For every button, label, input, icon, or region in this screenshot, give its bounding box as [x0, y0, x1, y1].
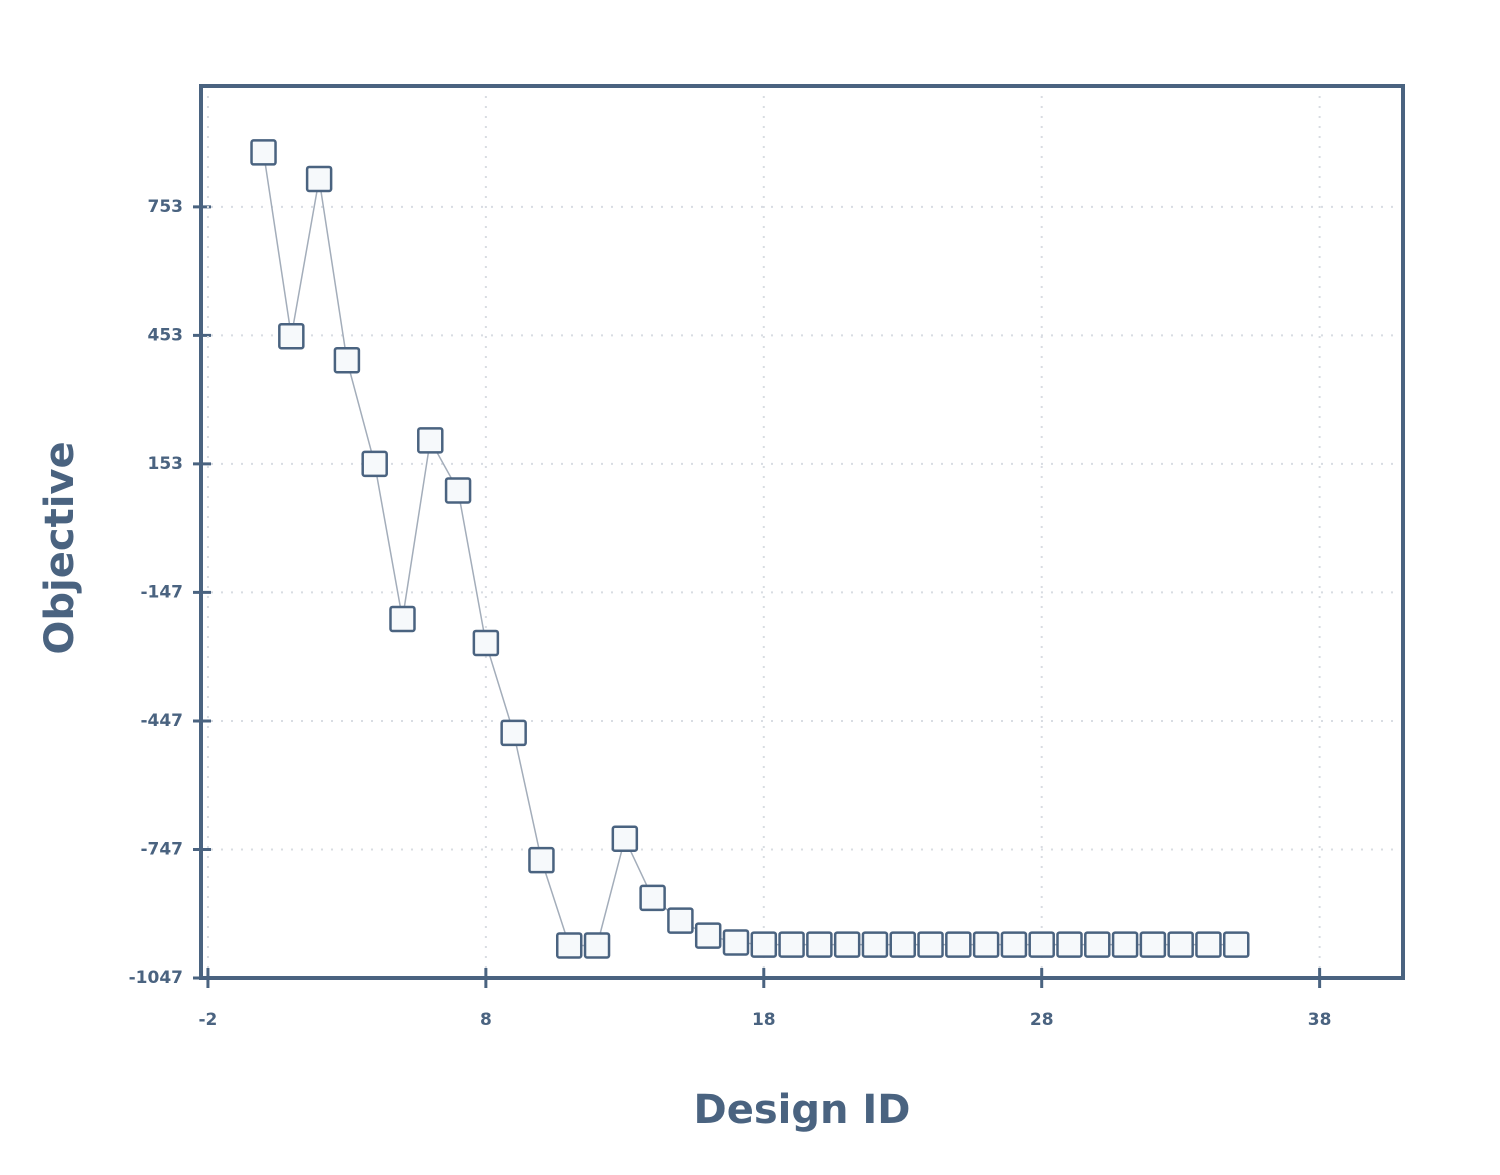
point-marker: [417, 427, 444, 454]
point-marker: [694, 922, 722, 949]
point-marker: [889, 931, 916, 958]
point-marker: [750, 931, 778, 958]
point-marker: [333, 346, 361, 374]
point-marker: [1000, 931, 1028, 958]
point-marker: [861, 931, 889, 958]
x-tick-label: 38: [1308, 1010, 1332, 1030]
point-marker: [389, 605, 416, 633]
point-marker: [1056, 931, 1083, 958]
point-marker: [555, 932, 583, 959]
point-marker: [1167, 931, 1194, 958]
plot-frame: [199, 84, 1405, 980]
point-marker: [361, 450, 388, 478]
point-marker: [917, 931, 944, 958]
point-marker: [667, 907, 694, 934]
point-marker: [639, 884, 666, 912]
y-axis-label: Objective: [37, 441, 83, 654]
y-tick-label: 753: [148, 197, 184, 217]
point-marker: [778, 931, 805, 958]
y-tick-label: 153: [148, 454, 184, 474]
point-marker: [722, 929, 750, 956]
point-marker: [250, 139, 277, 166]
point-marker: [806, 931, 833, 958]
point-marker: [472, 629, 500, 657]
y-tick-label: -447: [140, 711, 183, 731]
point-marker: [945, 931, 972, 958]
x-tick-label: 18: [752, 1010, 776, 1030]
y-tick-label: 453: [148, 325, 184, 345]
point-marker: [528, 846, 555, 874]
point-marker: [444, 477, 472, 504]
point-marker: [1222, 931, 1250, 958]
point-marker: [1195, 931, 1222, 958]
y-tick-label: -147: [140, 582, 183, 602]
point-marker: [1028, 931, 1055, 958]
point-marker: [1139, 931, 1167, 958]
x-axis-label: Design ID: [694, 1087, 911, 1133]
point-marker: [1111, 931, 1139, 958]
x-tick-label: 28: [1030, 1010, 1054, 1030]
point-marker: [583, 932, 611, 959]
point-marker: [500, 719, 527, 747]
x-tick-label: 8: [480, 1010, 492, 1030]
point-marker: [611, 825, 639, 853]
x-tick-label: -2: [199, 1010, 218, 1030]
y-tick-label: -747: [140, 839, 183, 859]
point-marker: [278, 322, 305, 350]
point-marker: [305, 165, 333, 193]
y-tick-label: -1047: [129, 968, 183, 988]
series-line: [262, 152, 1237, 947]
point-marker: [1084, 931, 1111, 958]
point-marker: [972, 931, 1000, 958]
point-marker: [833, 931, 861, 958]
